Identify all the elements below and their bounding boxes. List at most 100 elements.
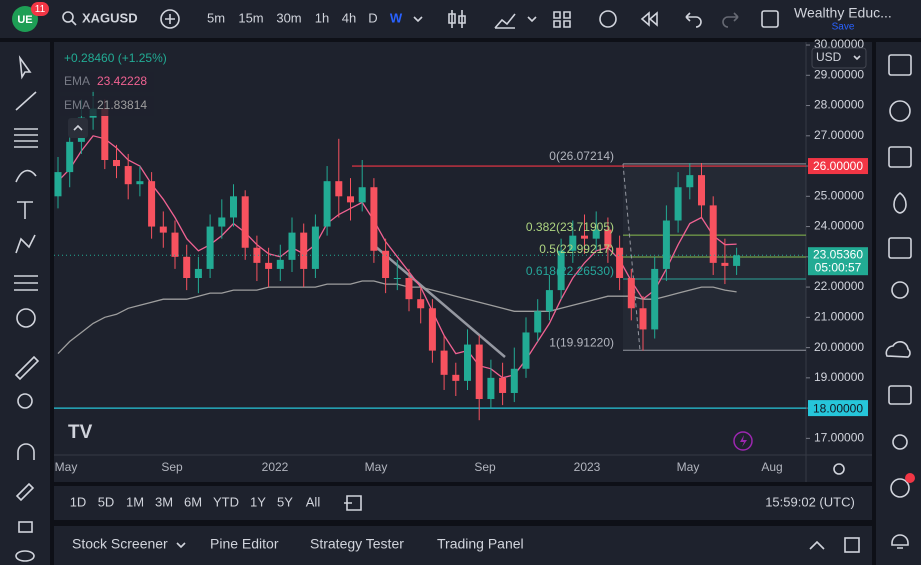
indicators[interactable] <box>494 13 516 29</box>
undo[interactable] <box>685 12 702 28</box>
maximize[interactable] <box>844 537 860 553</box>
hotlists[interactable] <box>893 191 907 214</box>
ideas[interactable] <box>891 281 909 299</box>
range-button[interactable]: 6M <box>184 494 202 509</box>
range-button[interactable]: 1D <box>70 494 87 509</box>
text-tool[interactable] <box>17 201 33 219</box>
collapse-legend[interactable] <box>68 118 88 138</box>
candle-body <box>581 235 588 239</box>
flash-icon <box>740 435 747 447</box>
hide-tool[interactable] <box>15 550 35 562</box>
measure-tool[interactable] <box>14 355 40 381</box>
interval[interactable]: 15m <box>238 10 263 25</box>
candle-body <box>662 220 670 269</box>
candle-body <box>475 344 483 400</box>
data-window[interactable] <box>888 146 912 168</box>
candle-body <box>522 332 530 369</box>
range-button[interactable]: 3M <box>155 494 173 509</box>
indicator-name[interactable]: EMA <box>64 74 90 88</box>
fib-label: 1(19.91220) <box>549 335 614 349</box>
panel-tab[interactable]: Stock Screener <box>72 536 168 552</box>
save[interactable]: Save <box>832 22 855 33</box>
trend-line-tool[interactable] <box>15 91 37 111</box>
layout[interactable] <box>553 11 571 28</box>
y-tick-label: 21.00000 <box>814 310 864 324</box>
candle-body <box>627 278 635 309</box>
streams[interactable] <box>885 341 911 358</box>
currency-menu <box>853 55 861 61</box>
range-bar <box>54 486 872 520</box>
y-tick-label: 29.00000 <box>814 67 864 81</box>
indicators-menu[interactable] <box>527 16 537 23</box>
range-button[interactable]: 5D <box>98 494 115 509</box>
date-range[interactable] <box>344 495 362 511</box>
candle-body <box>651 268 659 330</box>
lock-tool[interactable] <box>18 521 33 533</box>
layout-name[interactable]: Wealthy Educ... <box>794 5 892 21</box>
pattern-tool[interactable] <box>15 234 36 254</box>
interval-menu[interactable] <box>413 16 423 23</box>
range-button[interactable]: All <box>306 494 321 509</box>
cursor-tool[interactable] <box>18 55 32 80</box>
fullscreen[interactable] <box>761 10 779 28</box>
alerts[interactable] <box>889 100 911 122</box>
candle-body <box>335 181 343 197</box>
candle-body <box>288 232 296 260</box>
range-button[interactable]: 1Y <box>250 494 266 509</box>
candle-body <box>464 344 471 381</box>
add-symbol[interactable] <box>160 9 180 29</box>
interval[interactable]: D <box>368 10 377 25</box>
flash-icon[interactable] <box>733 431 753 451</box>
candle-body <box>569 235 577 251</box>
candle-body <box>101 108 109 160</box>
logo[interactable] <box>12 6 38 32</box>
notifications[interactable] <box>890 478 910 498</box>
left-toolbar <box>0 42 50 565</box>
indicator-name[interactable]: EMA <box>64 98 90 112</box>
stay-drawing[interactable] <box>15 482 35 502</box>
interval[interactable]: 30m <box>276 10 301 25</box>
interval[interactable]: 4h <box>342 10 356 25</box>
chats[interactable] <box>888 385 912 405</box>
panel-tab[interactable]: Pine Editor <box>210 536 279 552</box>
candle-body <box>300 232 308 269</box>
brush-tool[interactable] <box>15 169 37 183</box>
bell[interactable] <box>891 534 909 549</box>
interval[interactable]: 1h <box>315 10 329 25</box>
chart-type[interactable] <box>448 10 466 28</box>
search-icon[interactable] <box>62 11 74 23</box>
range-button[interactable]: 1M <box>126 494 144 509</box>
panel-tab[interactable]: Trading Panel <box>437 536 524 552</box>
candle-body <box>534 311 542 333</box>
candle-body <box>709 205 717 263</box>
help[interactable] <box>892 434 908 450</box>
panel-tab[interactable]: Strategy Tester <box>310 536 404 552</box>
magnet-tool[interactable] <box>17 443 35 460</box>
interval[interactable]: 5m <box>207 10 225 25</box>
interval[interactable]: W <box>390 10 403 25</box>
redo[interactable] <box>722 12 739 28</box>
calendar[interactable] <box>888 237 912 259</box>
prediction-tool[interactable] <box>14 275 38 291</box>
screener-menu[interactable] <box>176 542 186 549</box>
fib-tool[interactable] <box>14 128 38 148</box>
range-button[interactable]: 5Y <box>277 494 293 509</box>
icon-tool[interactable] <box>16 308 36 328</box>
replay[interactable] <box>640 11 658 27</box>
range-button[interactable]: YTD <box>213 494 239 509</box>
alert[interactable] <box>599 10 617 28</box>
symbol[interactable]: XAGUSD <box>82 10 138 25</box>
candle-body <box>113 160 120 167</box>
currency-box[interactable] <box>811 47 867 69</box>
settings[interactable] <box>833 463 845 475</box>
clock[interactable]: 15:59:02 (UTC) <box>765 494 855 509</box>
candle-body <box>545 290 553 312</box>
zoom-tool[interactable] <box>17 393 33 409</box>
watchlist[interactable] <box>888 54 912 76</box>
candle-body <box>230 196 237 218</box>
legend-bg <box>60 96 154 116</box>
collapse[interactable] <box>809 540 825 550</box>
plot-area <box>54 90 806 421</box>
